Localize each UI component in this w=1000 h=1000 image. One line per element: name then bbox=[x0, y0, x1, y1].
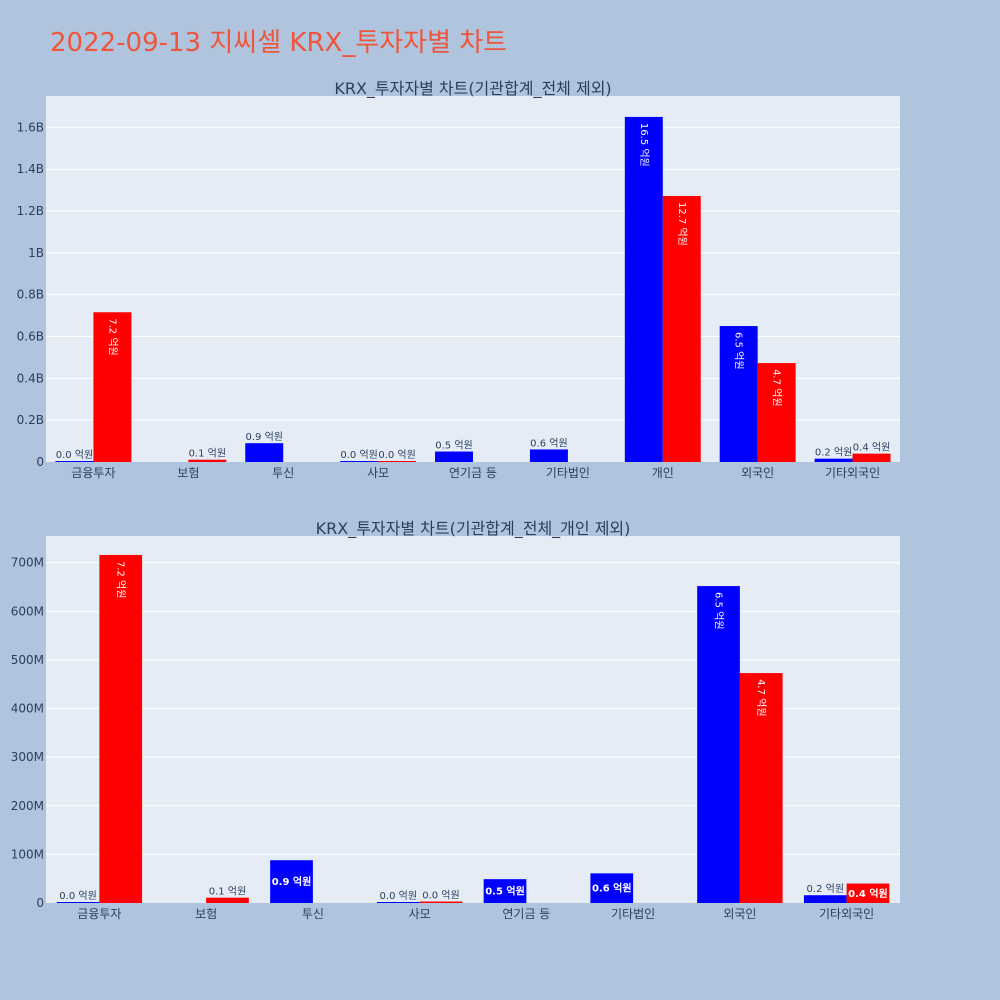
data-label: 4.7 억원 bbox=[771, 369, 783, 406]
bar bbox=[270, 860, 313, 903]
data-label: 0.5 억원 bbox=[435, 440, 472, 452]
x-tick-label: 기타법인 bbox=[546, 466, 590, 480]
bar bbox=[378, 461, 417, 462]
x-tick-label: 보험 bbox=[177, 466, 199, 480]
chart-title: KRX_투자자별 차트(기관합계_전체 제외) bbox=[334, 79, 611, 99]
bar bbox=[697, 586, 740, 903]
bar bbox=[814, 458, 853, 462]
y-tick-label: 1B bbox=[28, 246, 44, 260]
data-label: 0.4 억원 bbox=[848, 887, 888, 900]
x-tick-label: 금융투자 bbox=[71, 466, 115, 480]
data-label: 0.0 억원 bbox=[422, 890, 459, 902]
bar bbox=[56, 902, 100, 903]
bar bbox=[93, 312, 132, 462]
data-label: 16.5 억원 bbox=[638, 123, 650, 167]
bar bbox=[590, 873, 634, 903]
x-tick-label: 기타외국인 bbox=[825, 466, 880, 480]
bar bbox=[99, 554, 143, 903]
bar bbox=[340, 461, 379, 462]
chart-title: KRX_투자자별 차트(기관합계_전체_개인 제외) bbox=[316, 519, 631, 539]
data-label: 0.0 억원 bbox=[59, 890, 96, 902]
data-label: 0.5 억원 bbox=[485, 885, 525, 898]
data-label: 0.6 억원 bbox=[592, 882, 632, 895]
x-tick-label: 개인 bbox=[652, 466, 674, 480]
data-label: 0.1 억원 bbox=[209, 886, 246, 898]
y-tick-label: 200M bbox=[11, 799, 44, 813]
y-tick-label: 1.2B bbox=[17, 204, 44, 218]
bar bbox=[483, 879, 527, 903]
bar bbox=[245, 443, 284, 462]
y-tick-label: 0.8B bbox=[17, 288, 44, 302]
data-label: 6.5 억원 bbox=[713, 592, 725, 629]
y-tick-label: 0 bbox=[36, 896, 44, 910]
data-label: 12.7 억원 bbox=[676, 202, 688, 246]
page-title: 2022-09-13 지씨셀 KRX_투자자별 차트 bbox=[50, 28, 508, 58]
x-tick-label: 기타법인 bbox=[611, 907, 655, 921]
x-tick-label: 투신 bbox=[272, 466, 294, 480]
x-tick-label: 연기금 등 bbox=[449, 466, 497, 480]
chart-1: 0 0.2B 0.4B 0.6B 0.8B 1B 1.2B 1.4B 1.6B KRX_투자자별 … bbox=[17, 79, 900, 480]
data-label: 0.4 억원 bbox=[853, 442, 890, 454]
bar bbox=[757, 363, 796, 462]
bar bbox=[419, 901, 463, 903]
chart-2: 0 100M 200M 300M 400M 500M 600M 700M KRX_투자자별 차트… bbox=[11, 519, 900, 921]
y-tick-label: 600M bbox=[11, 604, 44, 618]
bar bbox=[624, 116, 663, 463]
data-label: 7.2 억원 bbox=[115, 561, 127, 598]
x-tick-label: 연기금 등 bbox=[502, 907, 550, 921]
bar bbox=[852, 453, 891, 462]
bar bbox=[206, 897, 249, 903]
data-label: 0.9 억원 bbox=[272, 875, 312, 888]
y-tick-label: 400M bbox=[11, 702, 44, 716]
bar bbox=[846, 883, 890, 903]
y-tick-label: 0.2B bbox=[17, 413, 44, 427]
bar bbox=[55, 461, 94, 462]
y-tick-label: 0 bbox=[36, 455, 44, 469]
data-label: 0.6 억원 bbox=[530, 437, 567, 449]
bar bbox=[188, 459, 227, 462]
data-label: 6.5 억원 bbox=[733, 332, 745, 369]
data-label: 7.2 억원 bbox=[106, 318, 118, 355]
bar bbox=[803, 895, 847, 903]
data-label: 0.2 억원 bbox=[807, 883, 844, 895]
y-tick-label: 300M bbox=[11, 750, 44, 764]
y-tick-label: 1.6B bbox=[17, 120, 44, 134]
data-label: 0.1 억원 bbox=[189, 448, 226, 460]
data-label: 0.0 억원 bbox=[340, 449, 377, 461]
bar bbox=[739, 673, 783, 903]
y-tick-label: 0.4B bbox=[17, 371, 44, 385]
data-label: 0.0 억원 bbox=[56, 449, 93, 461]
x-tick-label: 외국인 bbox=[723, 907, 756, 921]
x-tick-label: 외국인 bbox=[741, 466, 774, 480]
x-tick-label: 사모 bbox=[409, 907, 431, 921]
bar bbox=[529, 449, 568, 462]
data-label: 0.9 억원 bbox=[246, 431, 283, 443]
data-label: 4.7 억원 bbox=[755, 679, 767, 716]
x-tick-label: 보험 bbox=[195, 907, 217, 921]
bar bbox=[435, 451, 473, 462]
bar bbox=[662, 195, 701, 463]
y-tick-label: 500M bbox=[11, 653, 44, 667]
x-tick-label: 기타외국인 bbox=[819, 907, 874, 921]
y-tick-label: 700M bbox=[11, 556, 44, 570]
y-tick-label: 0.6B bbox=[17, 330, 44, 344]
data-label: 0.0 억원 bbox=[380, 890, 417, 902]
x-tick-label: 투신 bbox=[302, 907, 324, 921]
data-label: 0.0 억원 bbox=[378, 449, 415, 461]
y-tick-label: 1.4B bbox=[17, 162, 44, 176]
x-tick-label: 금융투자 bbox=[77, 907, 121, 921]
x-tick-label: 사모 bbox=[367, 466, 389, 480]
y-tick-label: 100M bbox=[11, 847, 44, 861]
data-label: 0.2 억원 bbox=[815, 447, 852, 459]
bar bbox=[376, 902, 420, 903]
bar bbox=[719, 326, 758, 462]
